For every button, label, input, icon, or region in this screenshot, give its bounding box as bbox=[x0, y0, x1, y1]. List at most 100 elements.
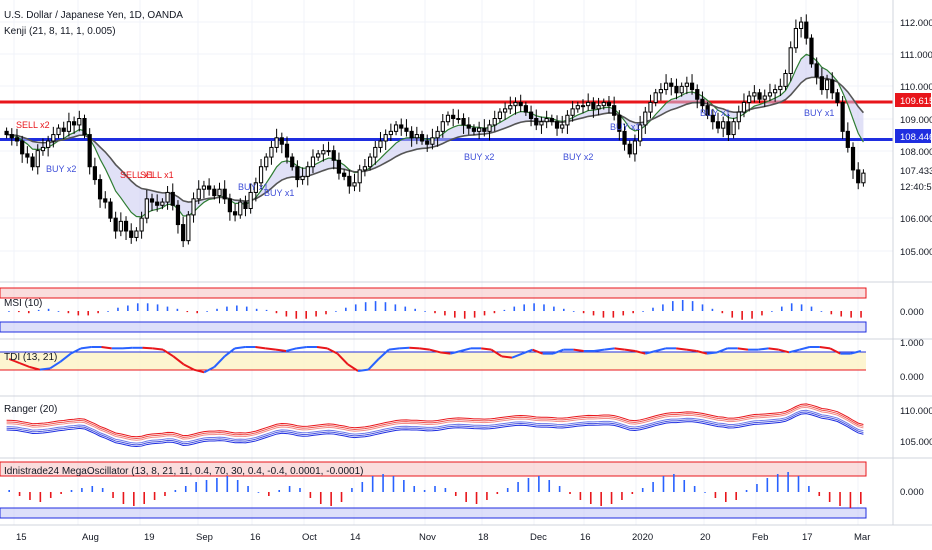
mega-bar bbox=[268, 492, 270, 496]
msi-bar bbox=[206, 311, 208, 312]
candle-body bbox=[71, 121, 77, 126]
candle-body bbox=[207, 185, 212, 190]
ranger-title[interactable]: Ranger (20) bbox=[4, 404, 57, 415]
tdi-segment bbox=[377, 348, 390, 360]
candle-body bbox=[658, 89, 663, 94]
ranger-band-line bbox=[6, 411, 864, 446]
candle-body bbox=[451, 114, 456, 119]
candle-body bbox=[14, 137, 20, 142]
tdi-segment bbox=[347, 363, 359, 372]
candle-body bbox=[310, 156, 316, 168]
mega-bar bbox=[70, 490, 73, 492]
candle-body bbox=[731, 121, 736, 136]
time-tick: 15 bbox=[16, 532, 27, 543]
tdi-segment bbox=[234, 346, 246, 350]
mega-bar bbox=[569, 492, 571, 494]
buy-signal-label: BUY x1 bbox=[264, 188, 294, 198]
tdi-segment bbox=[819, 346, 831, 350]
tdi-segment bbox=[265, 347, 277, 351]
msi-bar bbox=[652, 307, 654, 311]
msi-bar bbox=[146, 303, 149, 311]
buy-signal-label: BUY x1 bbox=[804, 108, 834, 118]
candle-body bbox=[778, 85, 783, 91]
candle-body bbox=[757, 92, 762, 100]
candle-body bbox=[393, 124, 399, 132]
mega-bar bbox=[808, 486, 810, 492]
candle-body bbox=[705, 105, 710, 116]
megaoscillator-tick: 0.000 bbox=[900, 487, 924, 498]
candle-body bbox=[518, 101, 523, 107]
candle-body bbox=[144, 198, 149, 219]
candle-body bbox=[762, 95, 767, 100]
msi-title[interactable]: MSI (10) bbox=[4, 298, 42, 309]
candle-body bbox=[295, 166, 300, 181]
mega-bar bbox=[29, 492, 31, 500]
time-axis[interactable]: 15 Aug 19 Sep 16 Oct 14 Nov 18 Dec 16 20… bbox=[16, 532, 870, 543]
tdi-segment bbox=[326, 347, 338, 355]
msi-bar bbox=[503, 309, 506, 311]
candle-body bbox=[175, 204, 181, 226]
time-tick: 16 bbox=[580, 532, 591, 543]
candle-body bbox=[352, 182, 357, 187]
msi-bar bbox=[662, 304, 664, 311]
candle-body bbox=[669, 82, 674, 87]
mega-bar bbox=[60, 492, 62, 494]
candle-body bbox=[835, 92, 840, 103]
candle-body bbox=[856, 169, 861, 184]
tdi-title[interactable]: TDI (13, 21) bbox=[4, 352, 57, 363]
sell-signal-label: SELL x2 bbox=[16, 120, 50, 130]
ranger-band-line bbox=[6, 403, 864, 438]
price-axis[interactable]: 112.000 111.000 110.000 109.000 108.000 … bbox=[895, 18, 932, 258]
megaoscillator-title[interactable]: Idnistrade24 MegaOscillator (13, 8, 21, … bbox=[4, 466, 363, 477]
mega-bar bbox=[558, 486, 561, 492]
msi-bar bbox=[245, 306, 248, 311]
msi-bar bbox=[731, 311, 734, 318]
mega-bar bbox=[756, 484, 758, 492]
tdi-segment bbox=[357, 368, 369, 372]
candle-body bbox=[539, 121, 544, 126]
msi-bar bbox=[771, 311, 773, 312]
candle-body bbox=[560, 124, 565, 129]
msi-bar bbox=[186, 311, 189, 313]
tdi-segment bbox=[152, 347, 164, 351]
kenji-indicator-label[interactable]: Kenji (21, 8, 11, 1, 0.005) bbox=[4, 26, 116, 37]
tdi-segment bbox=[655, 347, 667, 352]
tdi-segment bbox=[768, 347, 779, 351]
msi-bar bbox=[77, 311, 80, 316]
mega-bar bbox=[704, 492, 706, 493]
candle-body bbox=[487, 124, 492, 132]
mega-bar bbox=[133, 492, 135, 506]
candle-body bbox=[840, 101, 845, 132]
mega-bar bbox=[309, 492, 312, 498]
tdi-segment bbox=[716, 347, 728, 354]
msi-bar bbox=[364, 302, 367, 311]
mega-bar bbox=[776, 474, 779, 492]
candle-body bbox=[186, 214, 191, 242]
msi-bar bbox=[612, 311, 615, 318]
time-tick: 20 bbox=[700, 532, 711, 543]
msi-bar bbox=[275, 311, 278, 314]
tdi-segment bbox=[193, 368, 205, 374]
mega-bar bbox=[486, 492, 488, 500]
mega-bar bbox=[693, 486, 696, 492]
mega-bar bbox=[330, 492, 332, 506]
price-tick: 106.000 bbox=[900, 214, 932, 225]
mega-bar bbox=[18, 492, 21, 496]
candle-body bbox=[9, 134, 14, 139]
msi-bar bbox=[622, 311, 625, 316]
candle-body bbox=[736, 111, 741, 123]
candle-body bbox=[544, 118, 549, 123]
mega-bar bbox=[195, 482, 197, 492]
ranger-band-line bbox=[6, 413, 864, 448]
candle-body bbox=[66, 121, 72, 132]
msi-bar bbox=[473, 311, 476, 318]
tdi-segment bbox=[788, 348, 800, 354]
tdi-segment bbox=[419, 347, 430, 351]
candle-body bbox=[227, 198, 232, 213]
candle-body bbox=[632, 140, 638, 155]
mega-bar bbox=[766, 478, 769, 492]
mega-bar bbox=[174, 490, 177, 492]
msi-bar bbox=[721, 311, 724, 314]
kenji-ribbon bbox=[6, 53, 865, 218]
